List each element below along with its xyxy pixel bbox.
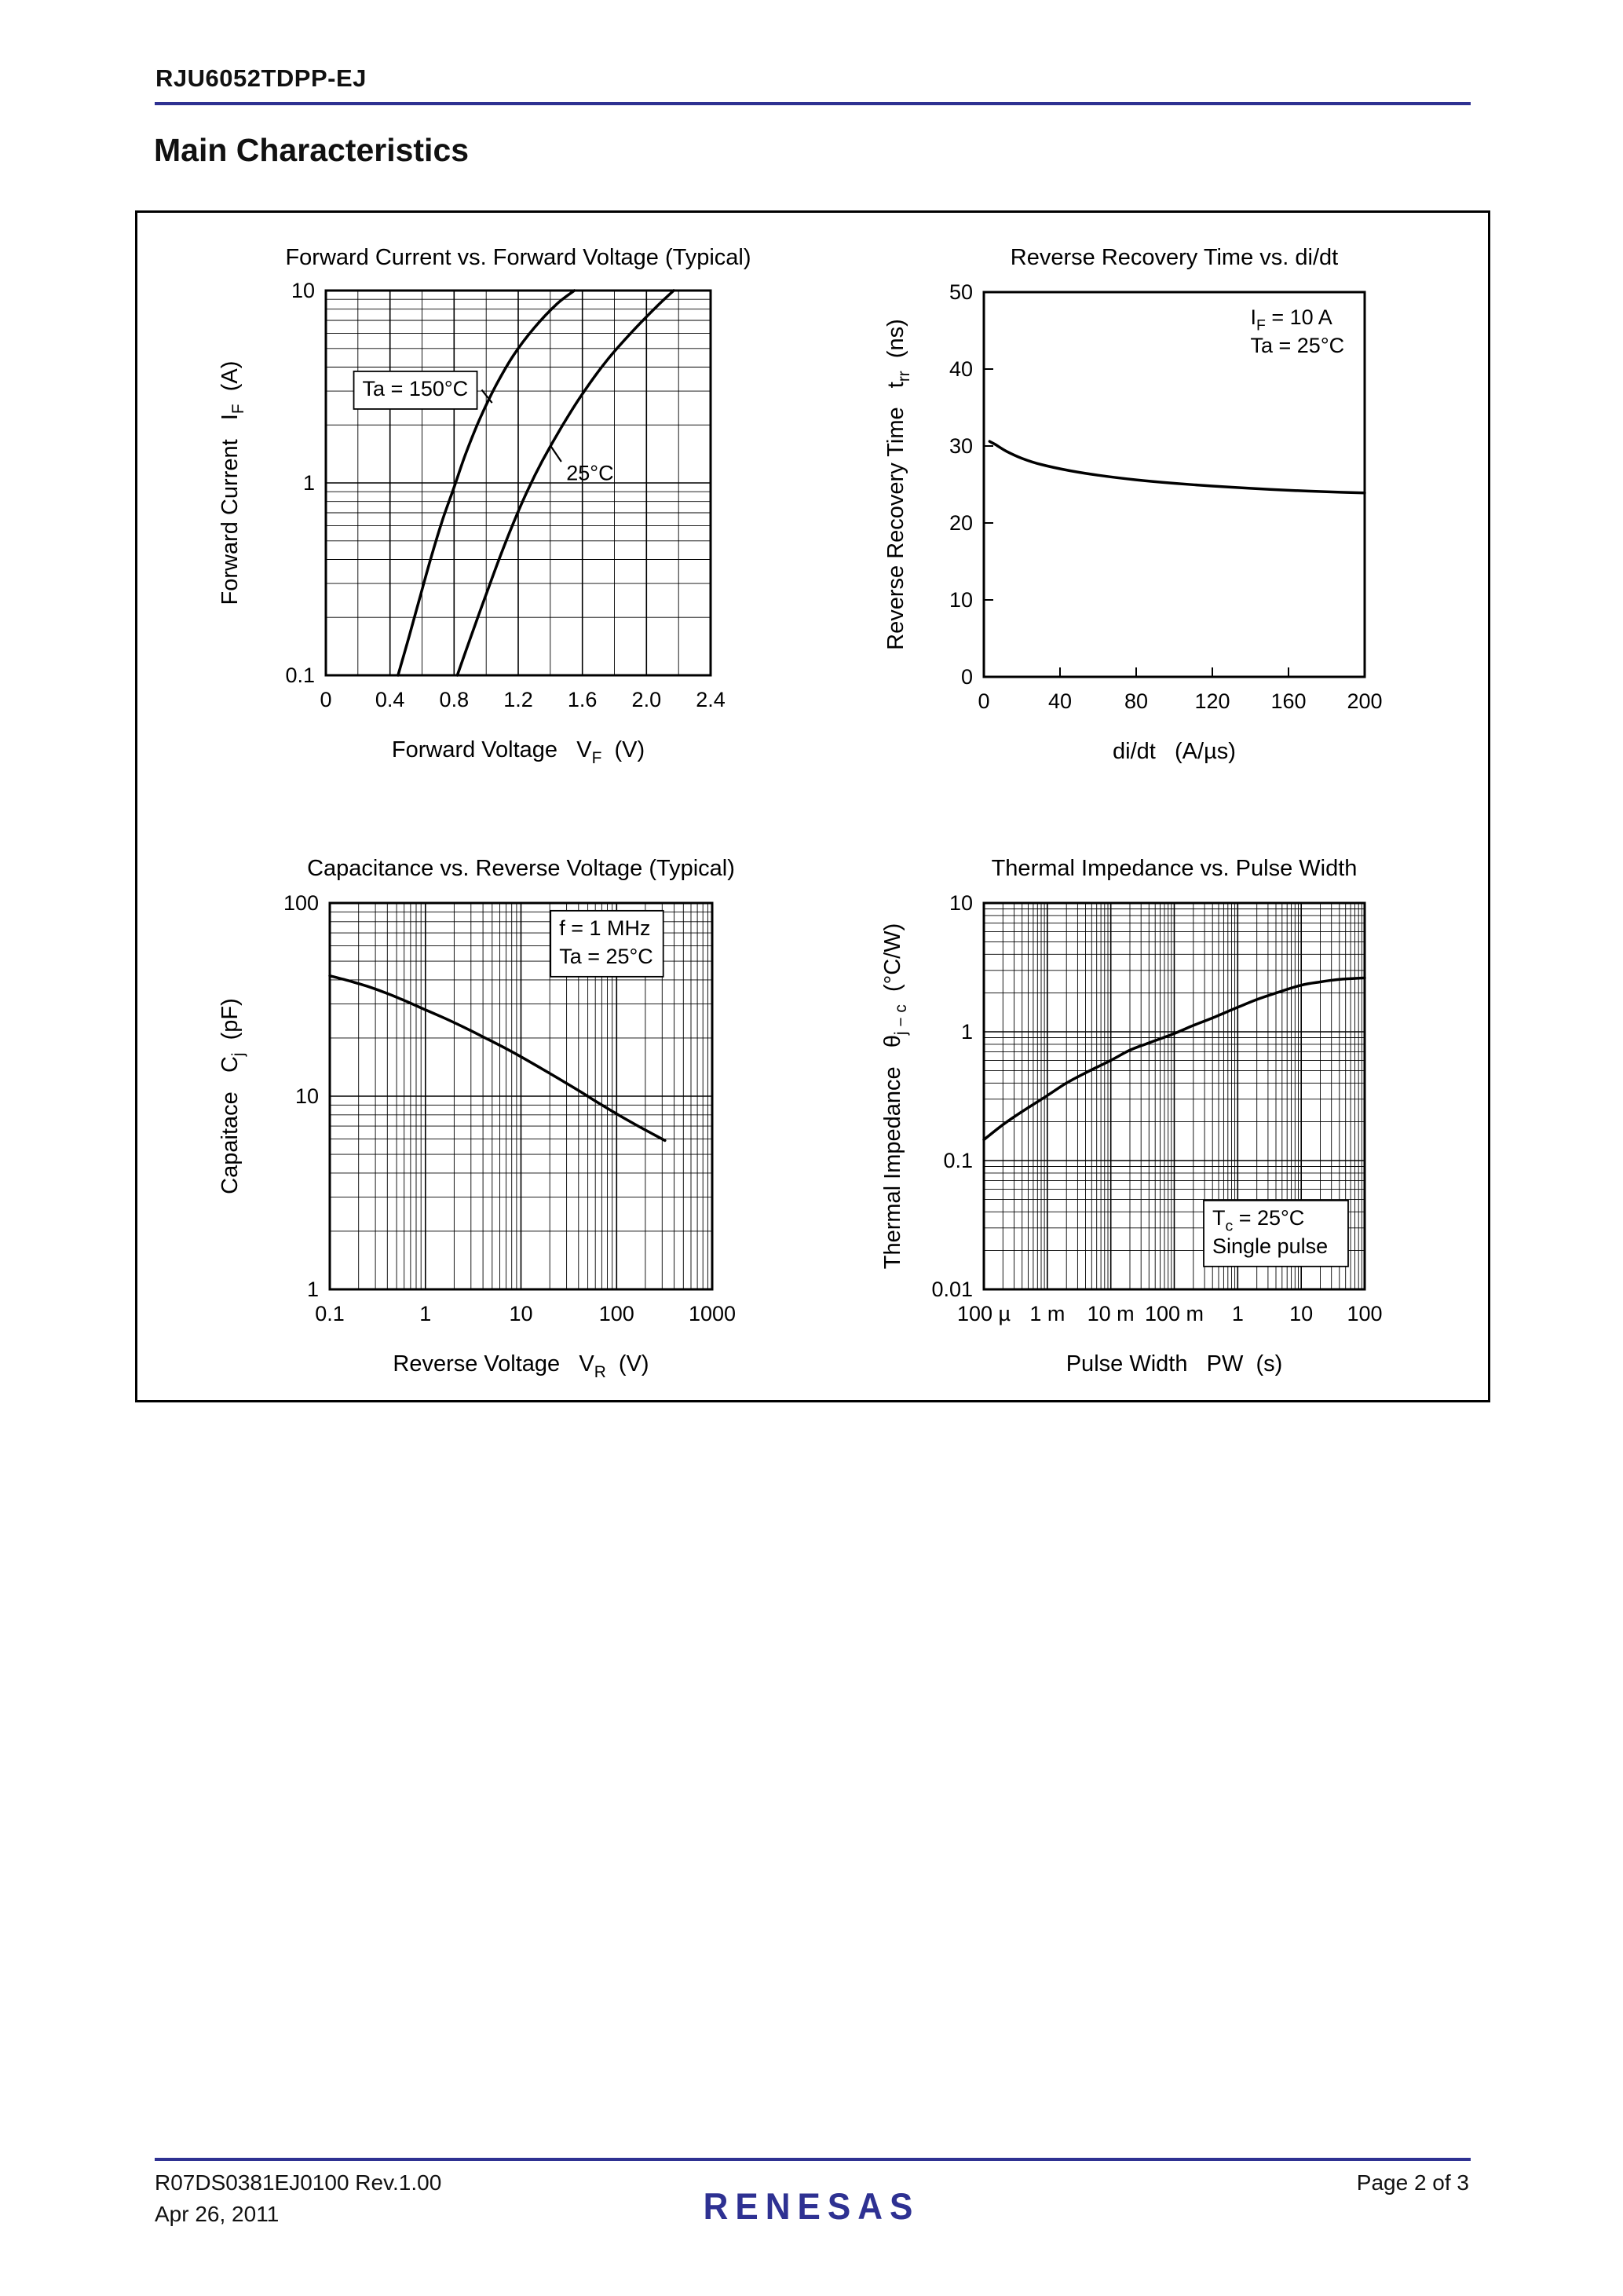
footer-rule <box>155 2158 1471 2161</box>
svg-text:40: 40 <box>949 357 973 381</box>
svg-text:1: 1 <box>419 1302 431 1325</box>
chart-svg-0: 0 0.4 0.8 1.2 1.6 2.0 2.4 0.1 1 10 Forward Current… <box>217 245 751 767</box>
svg-text:2.0: 2.0 <box>632 688 662 711</box>
footer-date: Apr 26, 2011 <box>155 2202 280 2226</box>
svg-text:1: 1 <box>961 1020 973 1044</box>
grid <box>326 291 711 675</box>
part-number: RJU6052TDPP-EJ <box>155 64 367 92</box>
svg-text:Capaitace Cj (pF): Capaitace Cj (pF) <box>217 998 247 1194</box>
svg-text:Reverse Recovery Time trr (: Reverse Recovery Time trr (ns) <box>883 319 913 650</box>
svg-text:50: 50 <box>949 280 973 304</box>
svg-text:100 m: 100 m <box>1145 1302 1204 1325</box>
svg-text:0: 0 <box>320 688 331 711</box>
svg-text:Reverse Recovery Time vs. di/d: Reverse Recovery Time vs. di/dt <box>1011 245 1338 270</box>
svg-text:0.01: 0.01 <box>931 1278 973 1301</box>
svg-text:30: 30 <box>949 434 973 458</box>
svg-text:2.4: 2.4 <box>696 688 726 711</box>
svg-text:10: 10 <box>1289 1302 1313 1325</box>
svg-text:100: 100 <box>599 1302 634 1325</box>
chart-forward-current-vs-forward-voltage: 0 0.4 0.8 1.2 1.6 2.0 2.4 0.1 1 10 Forward Current… <box>141 224 754 773</box>
svg-text:200: 200 <box>1347 689 1382 713</box>
svg-text:0.1: 0.1 <box>285 664 315 687</box>
chart-capacitance-vs-reverse-voltage: 0.1 1 10 100 1000 1 10 100 Capacitance vs. Rever… <box>141 836 754 1386</box>
svg-text:Forward Current IF (A): Forward Current IF (A) <box>217 361 247 605</box>
svg-text:Pulse Width PW (s): Pulse Width PW (s) <box>1066 1351 1283 1377</box>
series <box>328 974 667 1143</box>
svg-text:40: 40 <box>1048 689 1072 713</box>
svg-text:di/dt (A/µs): di/dt (A/µs) <box>1113 739 1236 764</box>
series <box>982 976 1366 1142</box>
svg-text:1: 1 <box>303 471 315 495</box>
chart-reverse-recovery-time-vs-didt: 0 40 80 120 160 200 0 10 20 30 40 50 Reverse Recover… <box>801 224 1413 773</box>
svg-text:Thermal Impedance θj − c (°: Thermal Impedance θj − c (°C/W) <box>880 923 910 1270</box>
svg-text:0.1: 0.1 <box>943 1149 973 1172</box>
grid <box>984 368 1289 677</box>
svg-text:10: 10 <box>509 1302 532 1325</box>
svg-text:100: 100 <box>283 891 319 915</box>
svg-text:Tc = 25°C: Tc = 25°C <box>1212 1206 1304 1235</box>
section-title: Main Characteristics <box>154 132 470 168</box>
svg-text:10: 10 <box>291 279 315 302</box>
svg-text:10 m: 10 m <box>1087 1302 1135 1325</box>
svg-text:Ta = 25°C: Ta = 25°C <box>559 945 653 968</box>
svg-text:Forward Current vs. Forward Vo: Forward Current vs. Forward Voltage (Typ… <box>285 245 751 270</box>
annotations: Ta = 150°C 25°C <box>353 370 614 485</box>
svg-text:IF = 10 A: IF = 10 A <box>1251 305 1332 335</box>
svg-text:20: 20 <box>949 511 973 535</box>
svg-text:80: 80 <box>1124 689 1148 713</box>
series <box>397 289 675 677</box>
svg-text:1.2: 1.2 <box>503 688 533 711</box>
svg-text:Capacitance vs. Reverse Voltag: Capacitance vs. Reverse Voltage (Typical… <box>307 856 735 881</box>
svg-text:Reverse Voltage VR (V): Reverse Voltage VR (V) <box>393 1351 649 1381</box>
annotations: IF = 10 ATa = 25°C <box>1251 305 1345 357</box>
svg-text:100: 100 <box>1347 1302 1382 1325</box>
svg-text:120: 120 <box>1194 689 1230 713</box>
page-indicator: Page 2 of 3 <box>1356 2170 1469 2195</box>
series <box>988 440 1366 495</box>
svg-text:10: 10 <box>949 588 973 612</box>
svg-text:0.8: 0.8 <box>440 688 470 711</box>
svg-text:0.1: 0.1 <box>315 1302 345 1325</box>
chart-svg-3: 100 µ 1 m 10 m 100 m 1 10 100 0.01 0.1 1 10 Thermal… <box>880 856 1383 1377</box>
svg-text:10: 10 <box>295 1084 319 1108</box>
svg-text:0.4: 0.4 <box>375 688 405 711</box>
svg-text:1: 1 <box>307 1278 319 1301</box>
svg-text:Single pulse: Single pulse <box>1212 1234 1328 1258</box>
annotations: f = 1 MHz Ta = 25°C <box>550 909 664 978</box>
footer-doc-ref: R07DS0381EJ0100 Rev.1.00 <box>155 2170 442 2195</box>
svg-text:Forward Voltage VF (V): Forward Voltage VF (V) <box>392 737 645 767</box>
svg-text:1: 1 <box>1232 1302 1244 1325</box>
svg-text:f = 1 MHz: f = 1 MHz <box>559 916 650 940</box>
header-rule <box>155 102 1471 105</box>
svg-text:Ta = 150°C: Ta = 150°C <box>363 377 469 400</box>
svg-text:160: 160 <box>1270 689 1306 713</box>
chart-svg-1: 0 40 80 120 160 200 0 10 20 30 40 50 Reverse Recover… <box>883 245 1383 764</box>
svg-text:100 µ: 100 µ <box>957 1302 1011 1325</box>
svg-text:0: 0 <box>961 665 973 689</box>
svg-text:10: 10 <box>949 891 973 915</box>
svg-text:0: 0 <box>978 689 989 713</box>
renesas-logo: RENESAS <box>703 2186 920 2228</box>
svg-text:1 m: 1 m <box>1029 1302 1065 1325</box>
svg-text:Thermal Impedance vs. Pulse Wi: Thermal Impedance vs. Pulse Width <box>992 856 1358 881</box>
chart-thermal-impedance-vs-pulse-width: 100 µ 1 m 10 m 100 m 1 10 100 0.01 0.1 1 10 Thermal… <box>801 836 1413 1386</box>
svg-text:1.6: 1.6 <box>568 688 598 711</box>
svg-text:1000: 1000 <box>689 1302 736 1325</box>
svg-text:Ta = 25°C: Ta = 25°C <box>1251 334 1345 357</box>
footer-doc-info: R07DS0381EJ0100 Rev.1.00 Apr 26, 2011 <box>155 2167 441 2230</box>
svg-text:25°C: 25°C <box>566 462 613 485</box>
